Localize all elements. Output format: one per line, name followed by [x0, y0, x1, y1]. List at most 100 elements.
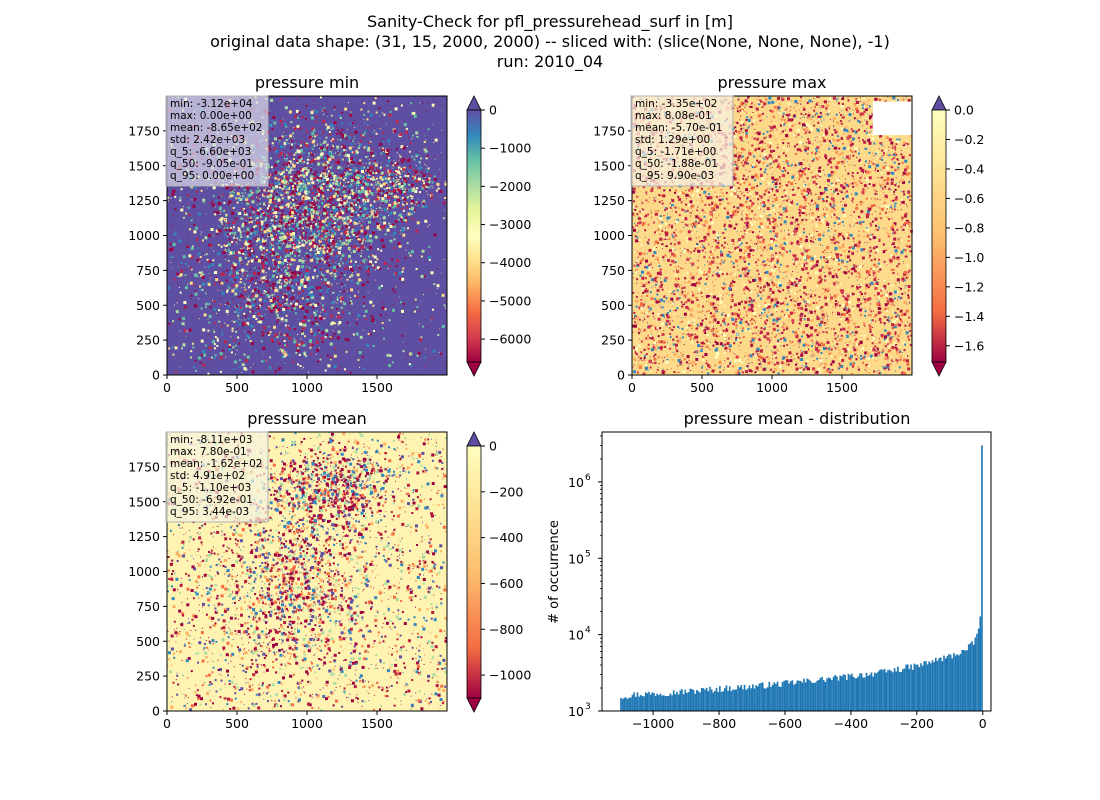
heatmap-cell	[372, 316, 375, 319]
heatmap-cell	[302, 168, 304, 169]
heatmap-cell	[258, 189, 261, 192]
heatmap-cell	[304, 226, 306, 228]
heatmap-cell	[316, 179, 319, 182]
heatmap-cell	[362, 177, 364, 179]
heatmap-cell	[232, 346, 235, 349]
heatmap-cell	[255, 312, 257, 314]
heatmap-cell	[414, 204, 416, 206]
heatmap-cell	[359, 174, 362, 177]
heatmap-cell	[393, 186, 395, 188]
heatmap-cell	[316, 216, 319, 219]
heatmap-cell	[265, 278, 267, 280]
heatmap-cell	[257, 269, 260, 272]
heatmap-cell	[271, 294, 274, 297]
heatmap-cell	[410, 198, 412, 200]
heatmap-cell	[305, 272, 309, 276]
heatmap-cell	[391, 288, 394, 291]
heatmap-cell	[340, 181, 341, 183]
heatmap-cell	[422, 368, 423, 370]
heatmap-cell	[299, 305, 303, 309]
heatmap-cell	[228, 185, 231, 188]
heatmap-cell	[332, 232, 334, 234]
heatmap-cell	[362, 214, 366, 217]
heatmap-cell	[366, 208, 369, 210]
heatmap-cell	[439, 189, 443, 193]
heatmap-cell	[411, 177, 414, 180]
heatmap-cell	[271, 198, 274, 201]
heatmap-cell	[245, 240, 247, 243]
heatmap-cell	[361, 192, 363, 194]
heatmap-cell	[262, 359, 266, 363]
heatmap-cell	[233, 368, 235, 371]
heatmap-cell	[250, 324, 254, 328]
heatmap-cell	[312, 198, 314, 199]
heatmap-cell	[352, 228, 354, 230]
heatmap-cell	[223, 273, 226, 276]
heatmap-cell	[283, 141, 287, 145]
heatmap-cell	[375, 191, 377, 193]
heatmap-cell	[178, 357, 180, 359]
heatmap-cell	[362, 185, 364, 187]
heatmap-cell	[249, 205, 252, 208]
figure-title-line-3: run: 2010_04	[496, 52, 604, 71]
heatmap-cell	[309, 152, 312, 155]
heatmap-cell	[283, 132, 285, 133]
heatmap-cell	[304, 351, 306, 353]
heatmap-cell	[245, 216, 248, 219]
heatmap-cell	[338, 216, 342, 220]
heatmap-cell	[388, 179, 390, 182]
heatmap-cell	[327, 204, 329, 206]
heatmap-cell	[207, 265, 211, 269]
heatmap-cell	[198, 245, 200, 246]
heatmap-cell	[261, 315, 263, 318]
heatmap-cell	[426, 155, 429, 158]
heatmap-cell	[304, 313, 307, 316]
heatmap-cell	[336, 235, 338, 237]
heatmap-cell	[367, 187, 371, 191]
heatmap-cell	[422, 294, 424, 296]
heatmap-cell	[382, 131, 385, 134]
heatmap-cell	[293, 127, 297, 131]
heatmap-cell	[440, 356, 442, 357]
heatmap-cell	[316, 244, 319, 246]
heatmap-cell	[235, 353, 236, 355]
heatmap-cell	[372, 101, 376, 105]
heatmap-cell	[284, 106, 288, 110]
heatmap-cell	[298, 292, 301, 295]
heatmap-cell	[370, 156, 372, 158]
heatmap-cell	[183, 301, 187, 304]
heatmap-cell	[292, 169, 294, 171]
heatmap-cell	[288, 244, 292, 248]
heatmap-cell	[277, 245, 281, 249]
heatmap-cell	[231, 320, 233, 322]
heatmap-cell	[213, 235, 215, 237]
heatmap-cell	[358, 216, 361, 219]
heatmap-cell	[300, 226, 302, 228]
heatmap-cell	[344, 203, 347, 206]
heatmap-cell	[327, 188, 329, 191]
heatmap-cell	[292, 300, 294, 302]
heatmap-cell	[373, 187, 375, 189]
heatmap-cell	[315, 199, 317, 201]
heatmap-cell	[364, 308, 366, 310]
heatmap-cell	[317, 329, 320, 332]
heatmap-cell	[290, 263, 293, 266]
heatmap-cell	[291, 178, 294, 181]
heatmap-cell	[242, 271, 244, 273]
heatmap-cell	[326, 173, 329, 176]
heatmap-cell	[177, 281, 179, 283]
heatmap-cell	[271, 299, 275, 303]
heatmap-cell	[259, 248, 262, 251]
heatmap-cell	[206, 301, 210, 305]
heatmap-cell	[373, 266, 376, 269]
heatmap-cell	[383, 223, 386, 226]
heatmap-cell	[250, 291, 252, 293]
heatmap-cell	[202, 350, 206, 353]
heatmap-cell	[267, 190, 270, 193]
heatmap-cell	[218, 263, 222, 267]
heatmap-cell	[329, 206, 331, 208]
heatmap-cell	[354, 151, 358, 155]
heatmap-cell	[269, 284, 272, 287]
heatmap-cell	[170, 247, 174, 251]
heatmap-cell	[267, 214, 270, 217]
